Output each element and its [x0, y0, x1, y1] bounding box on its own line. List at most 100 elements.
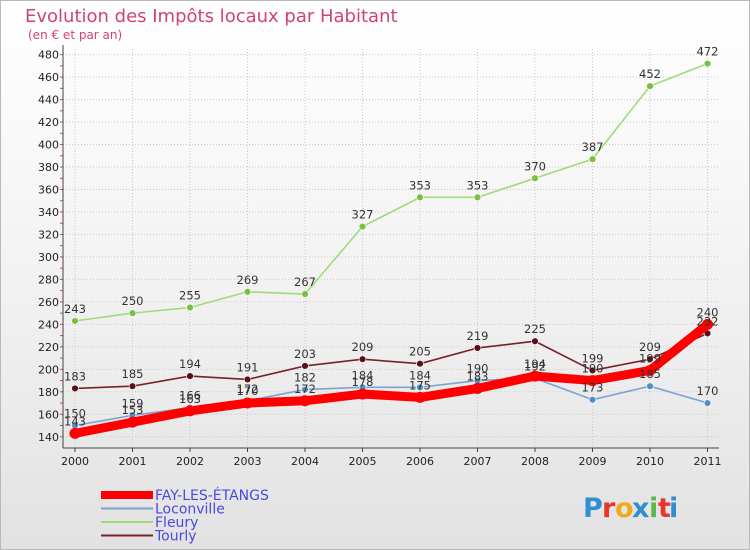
y-tick-label: 440	[38, 94, 59, 107]
data-label: 269	[237, 273, 259, 287]
data-label: 205	[409, 345, 431, 359]
data-label: 194	[524, 357, 546, 371]
data-label: 243	[64, 302, 86, 316]
data-point	[646, 355, 654, 363]
data-point	[472, 382, 483, 394]
data-label: 159	[122, 396, 144, 410]
data-point	[127, 416, 138, 428]
data-label: 219	[467, 329, 489, 343]
data-label: 353	[467, 178, 489, 192]
y-tick-label: 280	[38, 273, 59, 286]
y-tick-label: 200	[38, 363, 59, 376]
data-point	[243, 375, 252, 384]
data-point	[587, 375, 598, 387]
data-label: 183	[64, 369, 86, 383]
series-fay-les-tangs	[69, 318, 713, 439]
chart-title: Evolution des Impôts locaux par Habitant	[25, 6, 398, 27]
x-tick-label: 2008	[521, 455, 549, 468]
data-label: 472	[697, 45, 719, 59]
data-label: 150	[64, 407, 86, 421]
data-point	[531, 174, 539, 182]
data-point	[186, 303, 194, 312]
series-line	[74, 332, 709, 390]
series-fleury	[71, 59, 712, 325]
data-label: 172	[294, 382, 316, 396]
data-label: 185	[639, 367, 661, 381]
data-point	[184, 405, 196, 417]
data-label: 163	[179, 392, 201, 406]
legend-item: FAY-LES-ÉTANGS	[101, 487, 269, 504]
logo-letter: i	[669, 493, 678, 524]
x-tick-label: 2011	[694, 455, 722, 468]
data-label: 240	[697, 305, 719, 319]
data-label: 172	[237, 382, 259, 396]
data-point	[69, 427, 81, 439]
data-point	[128, 382, 137, 390]
x-tick-label: 2003	[234, 455, 262, 468]
y-tick-label: 380	[38, 161, 59, 174]
data-label: 173	[582, 381, 604, 395]
legend-label: Loconville	[155, 502, 225, 518]
data-label: 327	[352, 208, 374, 222]
x-tick-label: 2007	[464, 455, 492, 468]
data-point	[588, 395, 597, 404]
y-tick-label: 360	[38, 183, 59, 196]
logo-letter: x	[632, 493, 649, 524]
data-point	[588, 366, 597, 375]
data-label: 452	[639, 67, 661, 81]
data-label: 387	[582, 140, 604, 154]
series-tourly	[71, 329, 712, 393]
data-label: 353	[409, 178, 431, 192]
data-label: 255	[179, 289, 201, 303]
data-point	[703, 59, 712, 68]
data-label: 184	[352, 368, 374, 382]
data-label: 143	[64, 414, 86, 428]
legend-label: Tourly	[154, 529, 197, 545]
data-label: 199	[639, 351, 661, 365]
logo-letter: r	[602, 493, 616, 524]
y-tick-label: 260	[38, 296, 59, 309]
data-label: 191	[237, 360, 259, 374]
data-label: 184	[409, 368, 431, 382]
data-point	[473, 344, 482, 352]
y-tick-label: 140	[38, 431, 59, 444]
plot-area: 140 160 180 200 220 240 260 280 300 320 340 360 380 4…	[38, 45, 722, 468]
plot-background	[63, 49, 719, 448]
data-label: 194	[179, 357, 201, 371]
data-point	[644, 364, 656, 376]
y-tick-label: 320	[38, 228, 59, 241]
data-label: 166	[179, 389, 201, 403]
series-line	[74, 62, 709, 322]
data-point	[242, 397, 253, 409]
data-label: 190	[582, 362, 604, 376]
data-point	[646, 382, 654, 390]
data-point	[186, 372, 194, 380]
x-tick-label: 2002	[176, 455, 204, 468]
logo-letter: P	[583, 493, 603, 524]
y-tick-label: 220	[38, 341, 59, 354]
data-point	[301, 362, 309, 370]
y-tick-label: 340	[38, 206, 59, 219]
logo-letter: t	[658, 493, 671, 524]
data-label: 190	[467, 362, 489, 376]
data-point	[358, 355, 367, 363]
data-point	[588, 155, 597, 163]
data-point	[702, 318, 713, 330]
data-point	[646, 82, 654, 90]
data-point	[414, 391, 426, 403]
data-point	[531, 337, 539, 345]
data-label: 185	[122, 367, 144, 381]
data-label: 267	[294, 275, 316, 289]
data-label: 170	[697, 384, 719, 398]
y-tick-label: 420	[38, 116, 59, 129]
y-tick-label: 180	[38, 386, 59, 399]
data-label: 209	[352, 340, 374, 354]
data-label: 182	[294, 371, 316, 385]
x-tick-label: 2006	[406, 455, 434, 468]
x-tick-label: 2000	[61, 455, 89, 468]
y-tick-label: 400	[38, 139, 59, 152]
